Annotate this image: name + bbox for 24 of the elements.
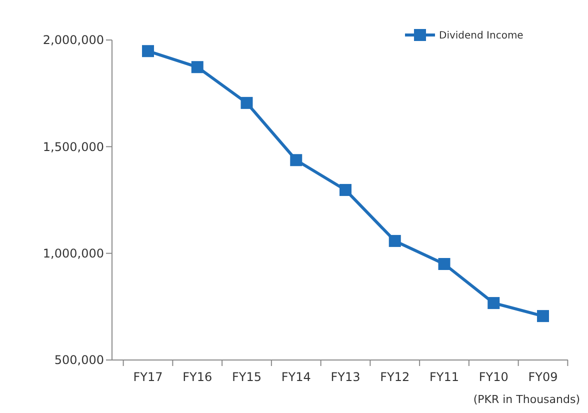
x-tick-label: FY11 bbox=[429, 370, 460, 384]
x-tick-label: FY10 bbox=[478, 370, 508, 384]
x-tick-label: FY16 bbox=[182, 370, 212, 384]
y-tick-label: 1,500,000 bbox=[42, 140, 104, 154]
x-tick-label: FY15 bbox=[232, 370, 262, 384]
point bbox=[488, 297, 500, 310]
point bbox=[240, 96, 253, 109]
point bbox=[340, 184, 352, 196]
text: (PKR in Thousands) bbox=[473, 393, 580, 406]
x-tick-label: FY12 bbox=[380, 370, 410, 384]
x-tick-label: FY17 bbox=[133, 370, 163, 384]
y-tick-label: 1,000,000 bbox=[42, 246, 104, 261]
y-tick-label: 500,000 bbox=[54, 353, 104, 368]
point bbox=[191, 61, 204, 74]
point bbox=[142, 45, 154, 58]
point bbox=[388, 234, 401, 247]
point bbox=[290, 154, 302, 166]
x-tick-label: FY09 bbox=[528, 370, 558, 384]
legend-label: Dividend Income bbox=[439, 30, 524, 42]
point bbox=[438, 258, 450, 270]
x-tick-label: FY14 bbox=[281, 370, 311, 384]
point bbox=[537, 310, 549, 322]
y-tick-label: 2,000,000 bbox=[42, 33, 104, 48]
x-tick-label: FY13 bbox=[330, 370, 360, 384]
